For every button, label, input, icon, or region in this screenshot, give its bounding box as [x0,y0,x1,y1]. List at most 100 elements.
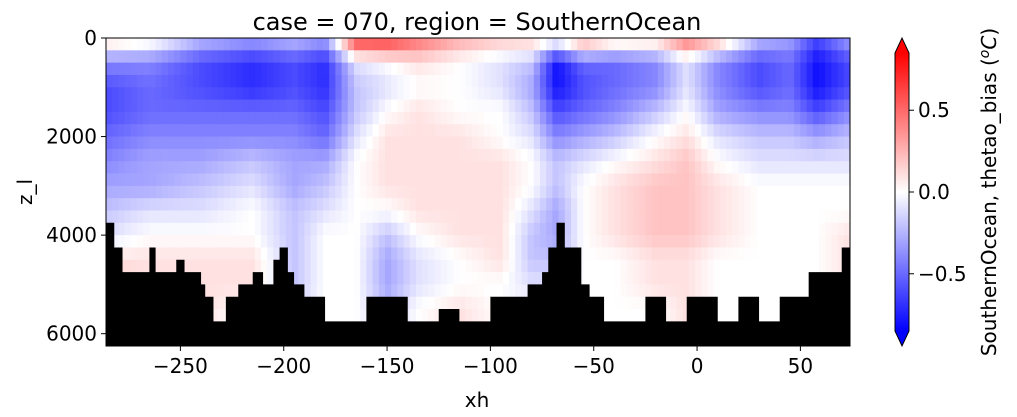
heatmap-cell [757,99,764,113]
heatmap-cell [490,124,497,137]
heatmap-cell [186,87,194,100]
heatmap-cell [552,111,559,125]
heatmap-cell [422,309,429,322]
heatmap-cell [540,259,547,273]
heatmap-cell [124,111,132,125]
heatmap-cell [800,210,807,224]
heatmap-cell [496,161,504,174]
heatmap-cell [546,50,553,64]
heatmap-cell [533,235,541,248]
heatmap-cell [515,247,522,261]
heatmap-cell [385,222,392,236]
heatmap-cell [391,247,398,261]
heatmap-cell [682,284,690,298]
heatmap-cell [602,235,609,248]
heatmap-cell [533,148,541,162]
heatmap-cell [688,185,696,199]
heatmap-cell [391,222,398,236]
heatmap-cell [329,198,336,211]
heatmap-cell [267,99,274,113]
heatmap-cell [465,62,473,76]
heatmap-cell [602,38,609,51]
heatmap-cell [180,99,187,113]
heatmap-cell [416,161,423,174]
heatmap-cell [323,235,330,248]
heatmap-cell [397,173,404,187]
heatmap-cell [583,173,590,187]
heatmap-cell [812,62,820,76]
heatmap-cell [236,124,243,137]
heatmap-cell [484,247,491,261]
heatmap-cell [118,173,125,187]
heatmap-cell [651,136,659,150]
heatmap-cell [199,173,206,187]
heatmap-cell [726,50,733,64]
heatmap-cell [217,62,225,76]
heatmap-cell [106,50,113,64]
heatmap-cell [707,173,714,187]
heatmap-cell [298,210,305,224]
heatmap-cell [428,272,435,285]
heatmap-cell [428,87,435,100]
heatmap-cell [825,74,832,88]
heatmap-cell [143,185,150,199]
heatmap-cell [651,259,659,273]
heatmap-cell [750,38,758,51]
heatmap-cell [626,284,634,298]
heatmap-cell [595,198,603,211]
heatmap-cell [409,38,417,51]
heatmap-cell [843,136,851,150]
heatmap-cell [719,161,727,174]
heatmap-cell [285,222,293,236]
colorbar-label-degree: o [977,50,993,59]
heatmap-cell [186,50,194,64]
heatmap-cell [552,173,559,187]
heatmap-cell [719,111,727,125]
x-tick-label: 50 [788,354,813,378]
heatmap-cell [608,284,615,298]
heatmap-cell [490,87,497,100]
heatmap-cell [800,173,807,187]
heatmap-cell [788,247,795,261]
heatmap-cell [130,173,138,187]
heatmap-cell [484,198,491,211]
heatmap-cell [558,124,566,137]
heatmap-cell [837,62,845,76]
heatmap-cell [416,38,423,51]
heatmap-cell [112,161,119,174]
heatmap-cell [161,247,169,261]
heatmap-cell [130,210,138,224]
heatmap-cell [217,161,225,174]
heatmap-cell [626,235,634,248]
heatmap-cell [657,111,665,125]
heatmap-cell [186,38,194,51]
heatmap-cell [211,222,218,236]
heatmap-cell [453,284,460,298]
heatmap-cell [527,247,535,261]
heatmap-cell [372,161,380,174]
heatmap-cell [490,62,497,76]
heatmap-cell [490,235,497,248]
heatmap-cell [236,136,243,150]
heatmap-cell [571,136,578,150]
x-axis-label: xh [465,388,490,412]
heatmap-cell [509,210,516,224]
heatmap-cell [521,247,528,261]
heatmap-cell [719,222,727,236]
heatmap-cell [676,284,683,298]
heatmap-cell [434,259,442,273]
heatmap-cell [595,272,603,285]
heatmap-cell [385,87,392,100]
heatmap-cell [440,62,448,76]
heatmap-cell [248,272,256,285]
heatmap-cell [434,99,442,113]
heatmap-cell [707,50,714,64]
heatmap-cell [385,99,392,113]
heatmap-cell [335,222,342,236]
heatmap-cell [316,222,324,236]
heatmap-cell [664,74,671,88]
heatmap-cell [261,222,268,236]
heatmap-cell [819,74,826,88]
heatmap-cell [701,185,708,199]
heatmap-cell [267,235,274,248]
